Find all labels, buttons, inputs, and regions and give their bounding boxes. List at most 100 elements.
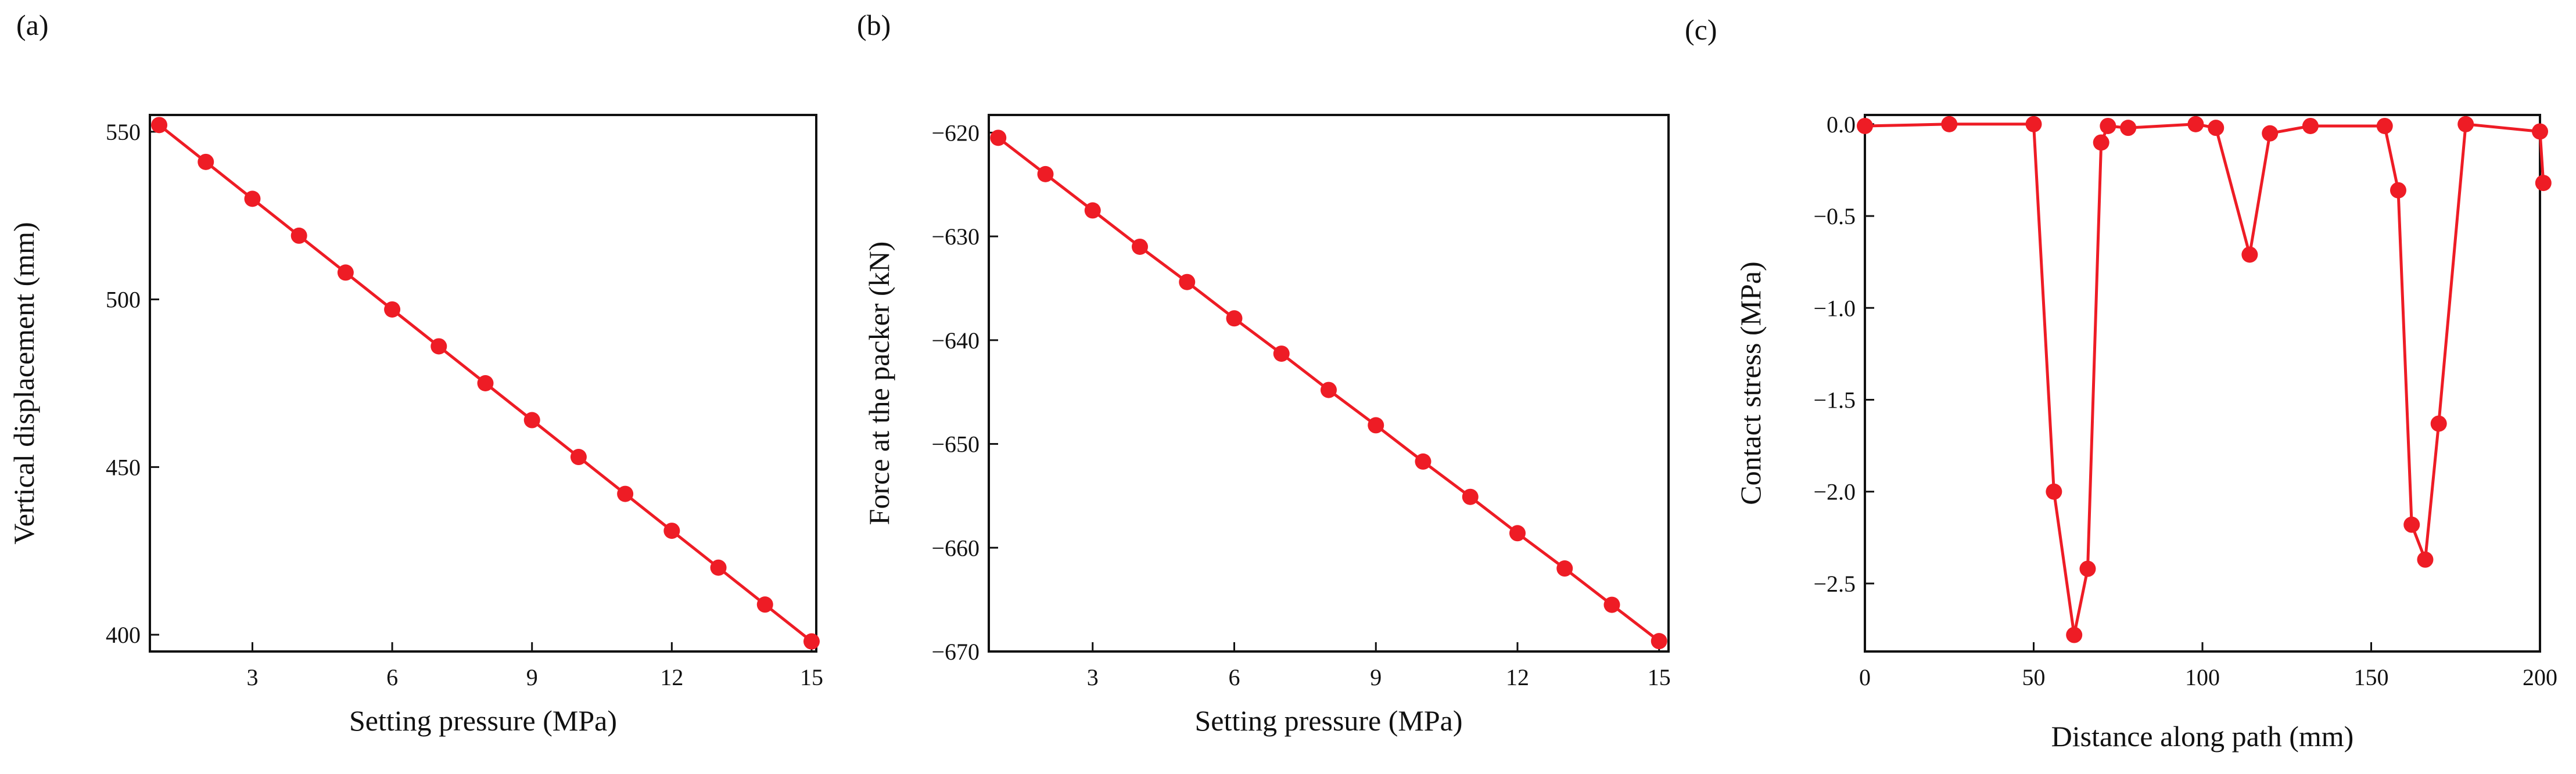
x-tick-label: 6 — [1229, 664, 1240, 690]
data-point — [1857, 117, 1873, 134]
data-point — [2417, 551, 2434, 568]
data-point — [2302, 117, 2319, 134]
data-point — [1226, 310, 1243, 327]
data-point — [1556, 560, 1573, 577]
data-point — [2120, 120, 2137, 136]
data-point — [570, 449, 587, 466]
data-point — [1084, 202, 1101, 219]
x-tick-label: 6 — [386, 664, 398, 690]
y-tick-label: −630 — [931, 224, 980, 250]
data-point — [710, 559, 727, 576]
data-point — [1037, 165, 1054, 182]
data-point — [430, 338, 447, 355]
data-point — [1603, 596, 1620, 613]
panel-label: (a) — [16, 9, 49, 41]
x-axis-title: Setting pressure (MPa) — [1194, 704, 1462, 737]
y-axis-title: Force at the packer (kN) — [863, 242, 895, 525]
y-tick-label: −2.0 — [1813, 479, 1856, 505]
y-tick-label: 450 — [106, 454, 141, 480]
y-tick-label: 400 — [106, 622, 141, 648]
plot-frame — [988, 114, 1670, 653]
data-point — [2390, 182, 2406, 199]
data-point — [1651, 633, 1667, 650]
x-tick-label: 12 — [660, 664, 683, 690]
chart-panel-1: (a) 3 6 9 12 15 400 450 500 550 Setting pressure (… — [8, 9, 823, 737]
data-point — [244, 190, 261, 207]
chart-panel-2: (b) 3 6 9 12 15 −620 −630 −640 −650 −660 −670 Settin… — [857, 9, 1671, 737]
plot-frame — [1864, 114, 2541, 653]
data-point — [2025, 116, 2042, 132]
data-point — [477, 375, 494, 391]
data-point — [2241, 246, 2258, 263]
x-axis-title: Setting pressure (MPa) — [349, 704, 617, 737]
data-point — [1273, 345, 1290, 362]
y-tick-label: −650 — [931, 431, 980, 458]
x-tick-label: 150 — [2354, 664, 2389, 690]
data-point — [2187, 116, 2204, 132]
data-point — [1179, 273, 1196, 290]
x-tick-label: 200 — [2523, 664, 2557, 690]
panel-label: (c) — [1685, 13, 1717, 46]
y-axis-title: Vertical displacement (mm) — [8, 222, 40, 544]
x-tick-label: 15 — [800, 664, 823, 690]
data-point — [2403, 516, 2420, 533]
x-tick-label: 0 — [1859, 664, 1871, 690]
data-point — [2079, 560, 2096, 577]
data-point — [756, 596, 773, 613]
series-line — [1864, 123, 2545, 636]
data-point — [1132, 238, 1148, 255]
x-tick-label: 3 — [246, 664, 258, 690]
data-point — [1941, 116, 1958, 132]
x-tick-label: 9 — [526, 664, 538, 690]
data-point — [2376, 117, 2393, 134]
x-tick-label: 15 — [1648, 664, 1671, 690]
data-point — [198, 153, 214, 170]
data-point — [803, 633, 820, 650]
y-tick-label: 500 — [106, 287, 141, 313]
y-tick-label: −2.5 — [1813, 571, 1856, 597]
x-tick-label: 50 — [2022, 664, 2046, 690]
y-axis-title: Contact stress (MPa) — [1734, 261, 1767, 505]
x-axis-title: Distance along path (mm) — [2051, 720, 2354, 753]
plot-frame — [149, 114, 817, 653]
data-point — [2100, 117, 2116, 134]
chart-panel-3: (c) 0 50 100 150 200 0.0 −0.5 −1.0 −1.5 −2.0 −2.5 Di… — [1685, 13, 2557, 753]
data-point — [151, 117, 168, 134]
y-tick-label: −620 — [931, 120, 980, 146]
y-tick-label: −640 — [931, 327, 980, 354]
data-point — [1321, 381, 1337, 398]
data-point — [337, 264, 354, 281]
y-tick-label: 550 — [106, 119, 141, 145]
y-tick-label: −1.0 — [1813, 295, 1856, 321]
data-point — [2046, 483, 2062, 500]
x-tick-label: 9 — [1370, 664, 1382, 690]
x-tick-label: 100 — [2185, 664, 2220, 690]
data-point — [2532, 123, 2548, 140]
panel-label: (b) — [857, 9, 891, 41]
data-point — [1415, 453, 1431, 470]
y-tick-label: −0.5 — [1813, 203, 1856, 229]
y-tick-label: −670 — [931, 639, 980, 665]
y-tick-label: −660 — [931, 535, 980, 561]
data-point — [663, 523, 680, 539]
data-point — [2262, 125, 2279, 142]
x-tick-label: 12 — [1506, 664, 1529, 690]
data-point — [1462, 488, 1479, 505]
data-point — [2208, 120, 2225, 136]
y-tick-label: −1.5 — [1813, 387, 1856, 413]
data-point — [990, 129, 1007, 146]
data-point — [2457, 116, 2474, 132]
data-point — [617, 485, 634, 502]
data-point — [384, 301, 401, 318]
data-point — [290, 227, 307, 244]
data-point — [2093, 134, 2109, 151]
data-point — [1509, 525, 1526, 542]
data-point — [2066, 627, 2083, 643]
data-point — [2430, 415, 2447, 432]
y-tick-label: 0.0 — [1827, 111, 1856, 138]
data-point — [523, 412, 540, 429]
x-tick-label: 3 — [1087, 664, 1099, 690]
data-point — [2535, 175, 2552, 192]
data-point — [1368, 417, 1384, 434]
